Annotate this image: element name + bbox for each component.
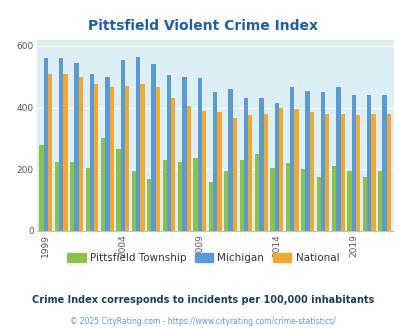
Bar (101, 138, 105, 231)
Text: Crime Index corresponds to incidents per 100,000 inhabitants: Crime Index corresponds to incidents per… (32, 295, 373, 305)
Bar (355, 115, 359, 231)
Bar (377, 171, 382, 231)
Bar (151, 64, 156, 231)
Text: Pittsfield Violent Crime Index: Pittsfield Violent Crime Index (88, 19, 317, 33)
Bar (171, 98, 175, 231)
Bar (340, 114, 344, 231)
Bar (166, 75, 171, 231)
Bar (90, 74, 94, 231)
Bar (309, 112, 313, 231)
Bar (182, 77, 186, 231)
Bar (228, 89, 232, 231)
Bar (85, 168, 90, 231)
Bar (294, 109, 298, 231)
Bar (270, 168, 274, 231)
Bar (186, 106, 190, 231)
Bar (301, 169, 305, 231)
Bar (243, 98, 247, 231)
Bar (70, 162, 74, 231)
Bar (193, 158, 197, 231)
Bar (63, 74, 68, 231)
Legend: Pittsfield Township, Michigan, National: Pittsfield Township, Michigan, National (62, 248, 343, 267)
Bar (232, 118, 237, 231)
Bar (366, 95, 371, 231)
Bar (258, 98, 263, 231)
Bar (274, 103, 278, 231)
Bar (94, 84, 98, 231)
Text: © 2025 CityRating.com - https://www.cityrating.com/crime-statistics/: © 2025 CityRating.com - https://www.city… (70, 317, 335, 326)
Bar (335, 87, 340, 231)
Bar (362, 177, 366, 231)
Bar (289, 87, 294, 231)
Bar (156, 87, 160, 231)
Bar (48, 74, 52, 231)
Bar (351, 95, 355, 231)
Bar (382, 95, 386, 231)
Bar (125, 86, 129, 231)
Bar (116, 149, 120, 231)
Bar (55, 162, 59, 231)
Bar (43, 58, 48, 231)
Bar (147, 179, 151, 231)
Bar (105, 77, 109, 231)
Bar (201, 111, 206, 231)
Bar (254, 154, 258, 231)
Bar (346, 171, 351, 231)
Bar (217, 112, 221, 231)
Bar (131, 171, 136, 231)
Bar (285, 163, 289, 231)
Bar (120, 60, 125, 231)
Bar (59, 58, 63, 231)
Bar (140, 84, 144, 231)
Bar (386, 114, 390, 231)
Bar (239, 160, 243, 231)
Bar (162, 160, 166, 231)
Bar (39, 145, 43, 231)
Bar (371, 114, 375, 231)
Bar (197, 78, 201, 231)
Bar (74, 63, 79, 231)
Bar (305, 90, 309, 231)
Bar (109, 87, 113, 231)
Bar (278, 108, 283, 231)
Bar (224, 171, 228, 231)
Bar (79, 77, 83, 231)
Bar (263, 114, 267, 231)
Bar (136, 56, 140, 231)
Bar (324, 114, 328, 231)
Bar (247, 115, 252, 231)
Bar (331, 166, 335, 231)
Bar (316, 177, 320, 231)
Bar (177, 162, 182, 231)
Bar (208, 182, 213, 231)
Bar (320, 92, 324, 231)
Bar (213, 92, 217, 231)
